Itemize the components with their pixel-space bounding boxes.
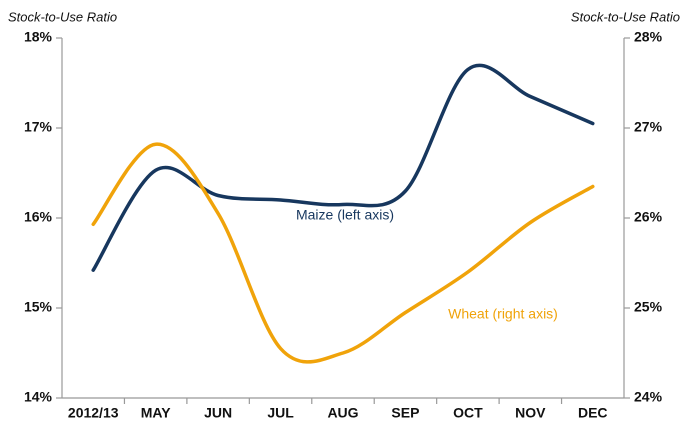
y2-axis-title: Stock-to-Use Ratio [571, 9, 680, 24]
y-tick-label: 17% [24, 119, 53, 135]
x-tick-label: 2012/13 [68, 405, 119, 421]
x-tick-label: NOV [515, 405, 546, 421]
x-tick-label: JUN [204, 405, 232, 421]
y2-tick-label: 24% [634, 389, 663, 405]
y2-tick-label: 25% [634, 299, 663, 315]
y-tick-label: 15% [24, 299, 53, 315]
y-tick-label: 18% [24, 29, 53, 45]
x-tick-label: DEC [578, 405, 608, 421]
y2-tick-label: 27% [634, 119, 663, 135]
y2-tick-label: 28% [634, 29, 663, 45]
y-tick-label: 14% [24, 389, 53, 405]
x-tick-label: OCT [453, 405, 483, 421]
x-tick-label: MAY [141, 405, 171, 421]
series-label: Wheat (right axis) [448, 306, 558, 322]
x-tick-label: SEP [391, 405, 419, 421]
series-label: Maize (left axis) [296, 207, 394, 223]
y-axis-title: Stock-to-Use Ratio [8, 9, 117, 24]
y-tick-label: 16% [24, 209, 53, 225]
line-series [91, 142, 595, 364]
x-tick-label: JUL [267, 405, 294, 421]
x-tick-label: AUG [327, 405, 358, 421]
y2-tick-label: 26% [634, 209, 663, 225]
line-series [91, 63, 595, 272]
